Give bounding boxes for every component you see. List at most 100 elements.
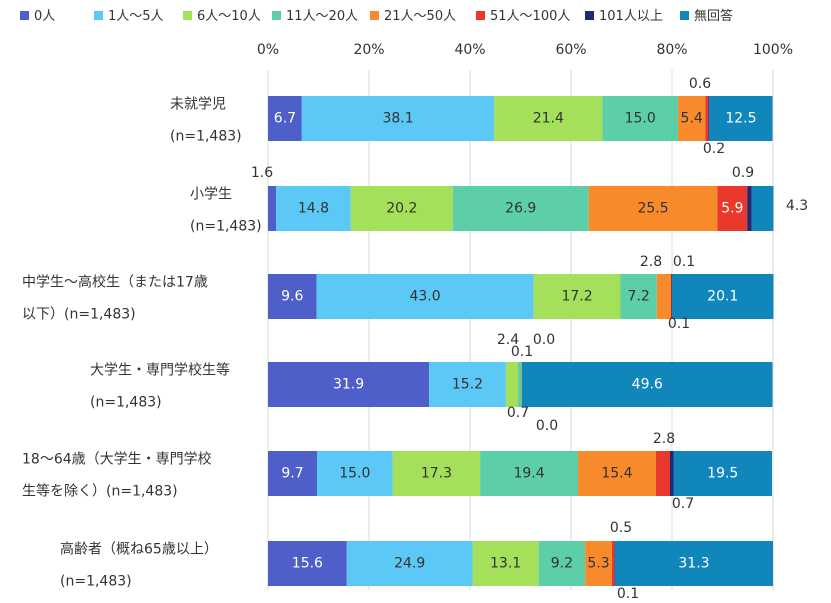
category-label: (n=1,483): [90, 395, 162, 411]
bar-segment: [614, 541, 615, 586]
data-label-outside: 4.3: [786, 198, 808, 214]
data-label: 49.6: [632, 377, 663, 393]
bar-segment: [316, 274, 534, 319]
bar-segment: [747, 186, 752, 231]
data-label: 24.9: [394, 556, 425, 572]
data-label-outside: 0.7: [672, 496, 694, 512]
category-label: 中学生～高校生（または17歳: [22, 274, 208, 291]
data-label: 6.7: [274, 111, 296, 127]
bar-segment: [656, 274, 671, 319]
data-label-outside: 0.1: [511, 344, 533, 360]
data-label-outside: 2.4: [497, 332, 519, 348]
bar-segment: [301, 96, 495, 141]
bar-segment: [429, 362, 506, 407]
data-label: 15.0: [339, 466, 370, 482]
bar-segment: [472, 541, 539, 586]
bar-segment: [705, 96, 709, 141]
data-label: 5.3: [587, 556, 609, 572]
data-label-outside: 0.7: [507, 405, 529, 421]
data-label: 5.9: [721, 201, 743, 217]
bars: [268, 96, 774, 586]
x-axis-ticks: 0% 20% 40% 60% 80% 100%: [257, 42, 793, 58]
bar-segment: [494, 96, 603, 141]
data-label: 7.2: [628, 289, 650, 305]
x-tick-label: 60%: [555, 42, 586, 58]
x-tick-label: 0%: [257, 42, 279, 58]
bar-segment: [533, 274, 621, 319]
data-label-outside: 0.0: [533, 332, 555, 348]
x-tick-label: 20%: [353, 42, 384, 58]
bar-segment: [316, 451, 393, 496]
bar-segment: [480, 451, 579, 496]
legend-label: 51人～100人: [490, 9, 570, 24]
bar-segment: [268, 541, 347, 586]
legend-label: 101人以上: [599, 9, 663, 24]
data-label-outside: 0.1: [673, 254, 695, 270]
legend-label: 0人: [34, 9, 55, 24]
legend-label: 1人～5人: [108, 9, 164, 24]
data-label-outside: 0.9: [732, 165, 754, 181]
legend-swatch: [94, 11, 103, 20]
data-label: 15.0: [625, 111, 656, 127]
bar-segment: [673, 451, 772, 496]
legend-swatch: [680, 11, 689, 20]
bar-segment: [717, 186, 748, 231]
legend: 0人 1人～5人 6人～10人 11人～20人 21人～50人 51人～100人 101人以…: [20, 8, 733, 24]
bar-segment: [268, 451, 317, 496]
bar-segment: [670, 274, 672, 319]
bar-segment: [709, 96, 773, 141]
data-label: 15.6: [292, 556, 323, 572]
data-label: 19.4: [513, 466, 544, 482]
legend-label: 無回答: [694, 8, 733, 24]
legend-swatch: [183, 11, 192, 20]
category-label: 生等を除く）(n=1,483): [22, 483, 178, 500]
bar-segment: [268, 362, 430, 407]
data-label-outside: 2.8: [640, 254, 662, 270]
gridlines: [267, 70, 774, 590]
category-label: 18～64歳（大学生・専門学校: [22, 451, 212, 468]
x-tick-label: 100%: [753, 42, 793, 58]
bar-segment: [346, 541, 473, 586]
legend-label: 11人～20人: [286, 9, 358, 24]
data-label: 17.2: [561, 289, 592, 305]
data-label: 31.9: [333, 377, 364, 393]
data-label: 26.9: [505, 201, 536, 217]
data-label: 20.1: [707, 289, 738, 305]
data-label: 5.4: [681, 111, 703, 127]
data-label: 25.5: [637, 201, 668, 217]
legend-label: 6人～10人: [197, 9, 261, 24]
bar-segment: [588, 186, 718, 231]
data-label: 17.3: [421, 466, 452, 482]
category-label: (n=1,483): [60, 574, 132, 590]
bar-segment: [678, 96, 706, 141]
data-label-outside: 0.1: [668, 316, 690, 332]
category-label: 大学生・専門学校生等: [90, 362, 230, 379]
data-label: 21.4: [533, 111, 564, 127]
bar-segment: [708, 96, 710, 141]
category-label: 以下）(n=1,483): [22, 307, 136, 323]
bar-segment: [521, 362, 523, 407]
bar-segment: [268, 274, 317, 319]
bar-segment: [452, 186, 589, 231]
data-label-outside: 0.0: [536, 418, 558, 434]
category-labels: 未就学児 (n=1,483) 小学生 (n=1,483) 中学生～高校生（または17歳以…: [22, 97, 262, 590]
bar-segment: [672, 274, 774, 319]
data-label: 14.8: [298, 201, 329, 217]
bar-segment: [268, 96, 302, 141]
data-label: 13.1: [490, 556, 521, 572]
data-label: 31.3: [678, 556, 709, 572]
legend-label: 21人～50人: [384, 9, 456, 24]
data-label: 15.2: [452, 377, 483, 393]
data-label: 12.5: [725, 111, 756, 127]
bar-segment: [505, 362, 518, 407]
data-label-outside: 0.6: [689, 76, 711, 92]
bar-segment: [517, 362, 522, 407]
data-label: 15.4: [601, 466, 632, 482]
bar-segment: [538, 541, 586, 586]
bar-segment: [276, 186, 351, 231]
bar-segment: [268, 186, 277, 231]
data-label: 38.1: [382, 111, 413, 127]
bar-segment: [751, 186, 774, 231]
legend-swatch: [585, 11, 594, 20]
category-label: 小学生: [190, 187, 232, 203]
